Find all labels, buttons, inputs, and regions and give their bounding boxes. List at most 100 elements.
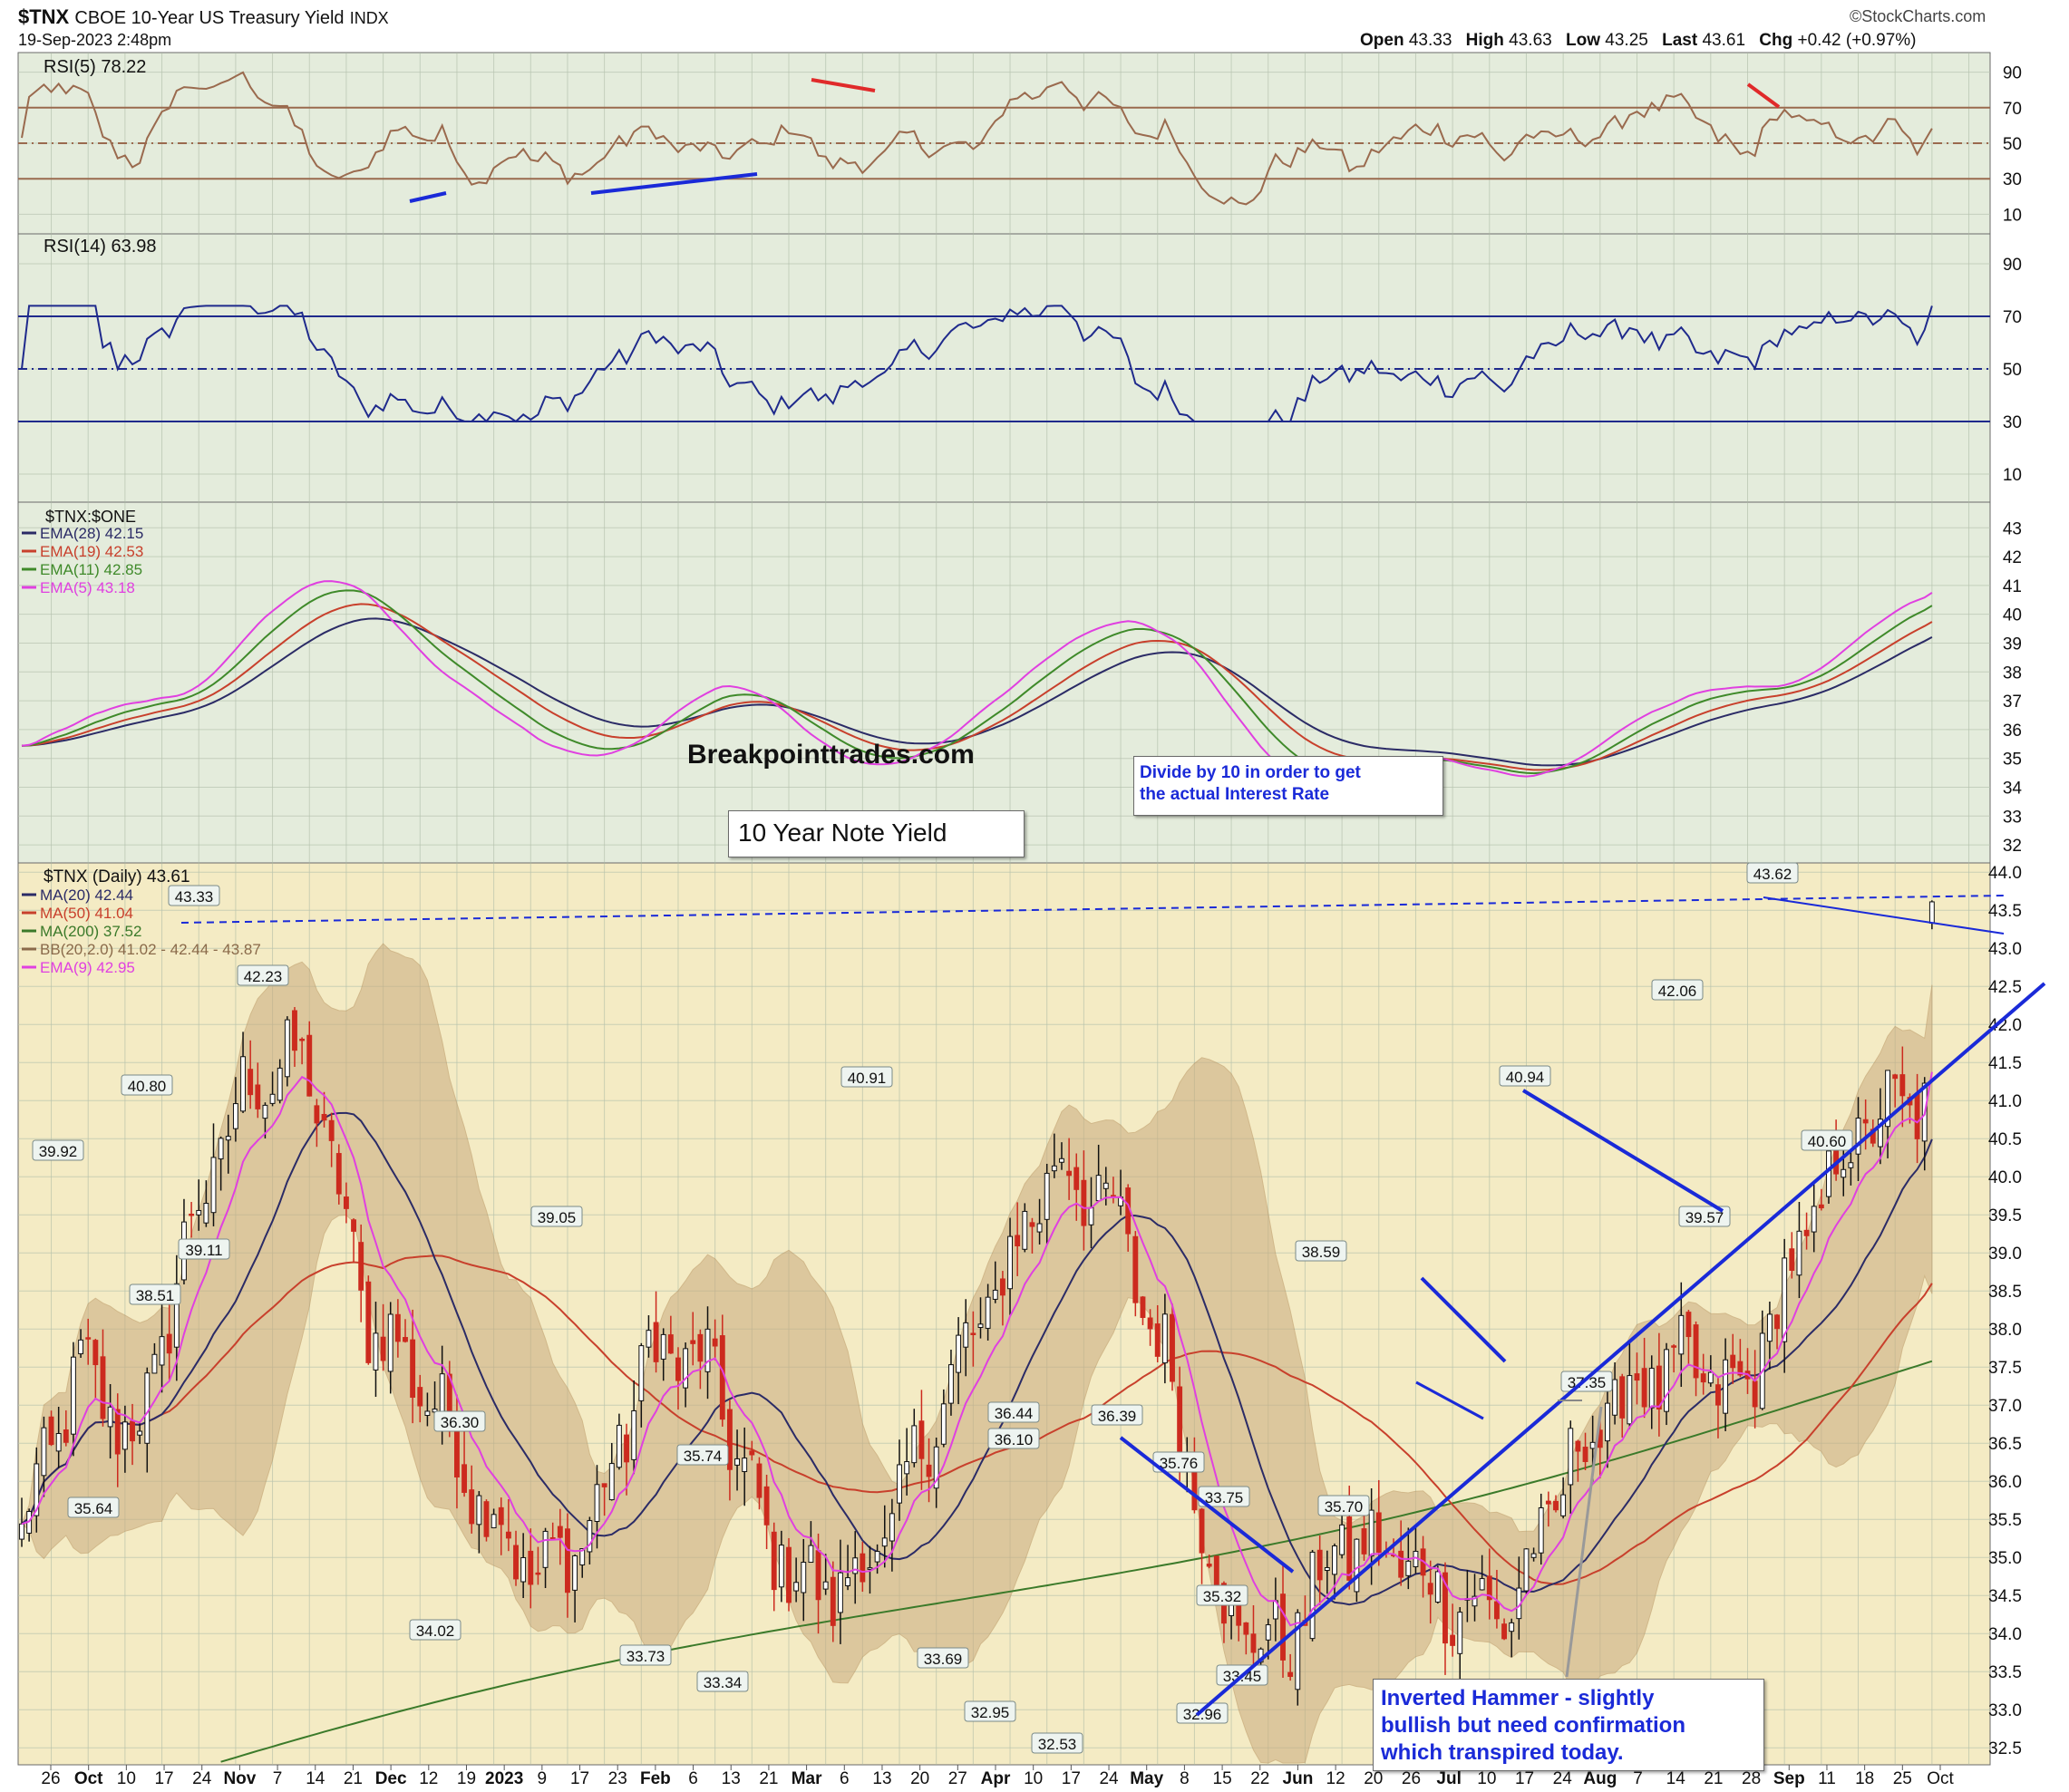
chart-label-box: 10 Year Note Yield bbox=[728, 810, 1025, 857]
candle-body bbox=[1450, 1634, 1456, 1646]
candle-body bbox=[897, 1464, 902, 1504]
point-label: 43.33 bbox=[175, 888, 214, 906]
candle-body bbox=[277, 1067, 283, 1101]
price-tick: 42.0 bbox=[1988, 1016, 2022, 1035]
candle-body bbox=[380, 1336, 386, 1361]
candle-body bbox=[173, 1283, 180, 1348]
candle-body bbox=[1509, 1622, 1515, 1632]
point-label: 39.05 bbox=[538, 1209, 577, 1226]
candle-body bbox=[159, 1336, 165, 1366]
ohlc-value-open: 43.33 bbox=[1408, 31, 1457, 50]
price-tick: 41.0 bbox=[1988, 1092, 2022, 1111]
x-tick: Aug bbox=[1583, 1769, 1617, 1787]
candle-body bbox=[763, 1486, 770, 1526]
candle-body bbox=[1553, 1500, 1559, 1511]
trend-line-4 bbox=[1521, 1089, 1724, 1213]
candle-body bbox=[284, 1019, 290, 1078]
candle-body bbox=[542, 1530, 549, 1568]
candle-body bbox=[203, 1203, 209, 1224]
candle-body bbox=[1685, 1312, 1692, 1338]
price-legend-2: MA(200) 37.52 bbox=[40, 923, 141, 940]
point-label: 42.23 bbox=[244, 968, 283, 985]
candle-body bbox=[351, 1219, 356, 1232]
point-label: 40.91 bbox=[848, 1070, 887, 1087]
candle-body bbox=[439, 1373, 445, 1412]
ohlc-label-low: Low bbox=[1566, 31, 1606, 50]
candle-body bbox=[34, 1463, 40, 1516]
point-label: 39.57 bbox=[1685, 1209, 1724, 1226]
x-tick: 13 bbox=[722, 1769, 741, 1787]
candle-body bbox=[1545, 1500, 1551, 1505]
candle-body bbox=[387, 1313, 393, 1372]
candle-body bbox=[948, 1364, 954, 1404]
point-label-box bbox=[121, 1074, 173, 1096]
candle-body bbox=[970, 1332, 976, 1335]
candle-body bbox=[121, 1421, 128, 1450]
price-tick: 40.5 bbox=[1988, 1130, 2022, 1149]
ema-line-ema5 bbox=[21, 580, 1933, 784]
point-label: 36.39 bbox=[1098, 1408, 1137, 1425]
point-label: 39.11 bbox=[185, 1242, 222, 1259]
candle-body bbox=[1265, 1624, 1271, 1641]
x-tick: 17 bbox=[154, 1769, 173, 1787]
x-tick: Sep bbox=[1773, 1769, 1805, 1787]
candle-body bbox=[933, 1446, 939, 1489]
candle-body bbox=[1892, 1074, 1899, 1080]
rsi14-tick: 10 bbox=[2003, 466, 2022, 485]
point-label-box bbox=[409, 1619, 461, 1641]
candle-body bbox=[675, 1357, 681, 1381]
trend-line-2 bbox=[1420, 1276, 1507, 1363]
candle-body bbox=[1693, 1324, 1699, 1379]
site-watermark: Breakpointtrades.com bbox=[687, 740, 975, 770]
candle-body bbox=[1877, 1119, 1883, 1148]
candle-body bbox=[956, 1334, 962, 1373]
price-tick: 43.0 bbox=[1988, 940, 2022, 959]
point-label: 35.74 bbox=[684, 1448, 723, 1465]
candle-body bbox=[926, 1464, 932, 1477]
ma20-line bbox=[21, 1111, 1933, 1606]
x-tick: 20 bbox=[1364, 1769, 1383, 1787]
candle-body bbox=[992, 1289, 998, 1300]
point-label: 35.64 bbox=[74, 1500, 113, 1517]
candle-body bbox=[248, 1069, 254, 1096]
candle-body bbox=[683, 1348, 689, 1389]
point-label-box bbox=[237, 964, 289, 986]
candle-body bbox=[1213, 1555, 1219, 1589]
candle-body bbox=[417, 1387, 423, 1407]
candle-body bbox=[1605, 1402, 1610, 1442]
candle-body bbox=[1427, 1583, 1433, 1595]
rsi5-legend: RSI(5) 78.22 bbox=[44, 57, 146, 77]
x-tick: Nov bbox=[223, 1769, 256, 1787]
point-label-box bbox=[1746, 862, 1799, 884]
candle-body bbox=[1700, 1373, 1706, 1383]
ema-legend-2: EMA(11) 42.85 bbox=[40, 561, 142, 578]
candle-body bbox=[107, 1406, 113, 1428]
candle-body bbox=[1095, 1175, 1102, 1202]
price-tick: 42.5 bbox=[1988, 978, 2022, 997]
point-label-box bbox=[433, 1410, 486, 1432]
point-label-box bbox=[1499, 1065, 1551, 1087]
candle-body bbox=[1862, 1119, 1869, 1124]
rsi5-tick: 30 bbox=[2003, 170, 2022, 189]
candle-body bbox=[1140, 1296, 1146, 1318]
candle-body bbox=[1044, 1172, 1050, 1220]
candle-body bbox=[1656, 1365, 1662, 1410]
candle-body bbox=[1589, 1441, 1596, 1449]
x-tick: 14 bbox=[306, 1769, 325, 1787]
candle-body bbox=[1899, 1074, 1906, 1097]
candle-body bbox=[749, 1450, 755, 1456]
candle-body bbox=[1177, 1386, 1183, 1452]
candle-body bbox=[822, 1581, 829, 1590]
candle-body bbox=[1789, 1248, 1795, 1271]
hammer-note-line-1: Inverted Hammer - slightly bbox=[1381, 1686, 1655, 1710]
candle-body bbox=[292, 1010, 297, 1051]
candle-body bbox=[1493, 1601, 1500, 1620]
ema-tick: 43 bbox=[2003, 519, 2022, 538]
x-tick: 9 bbox=[538, 1769, 548, 1787]
x-tick: Apr bbox=[981, 1769, 1011, 1787]
rsi5-tick: 50 bbox=[2003, 135, 2022, 154]
x-tick: 6 bbox=[688, 1769, 698, 1787]
point-label-box bbox=[1091, 1404, 1143, 1426]
divide-note: Divide by 10 in order to get the actual … bbox=[1133, 756, 1443, 816]
point-label: 36.10 bbox=[995, 1431, 1034, 1448]
